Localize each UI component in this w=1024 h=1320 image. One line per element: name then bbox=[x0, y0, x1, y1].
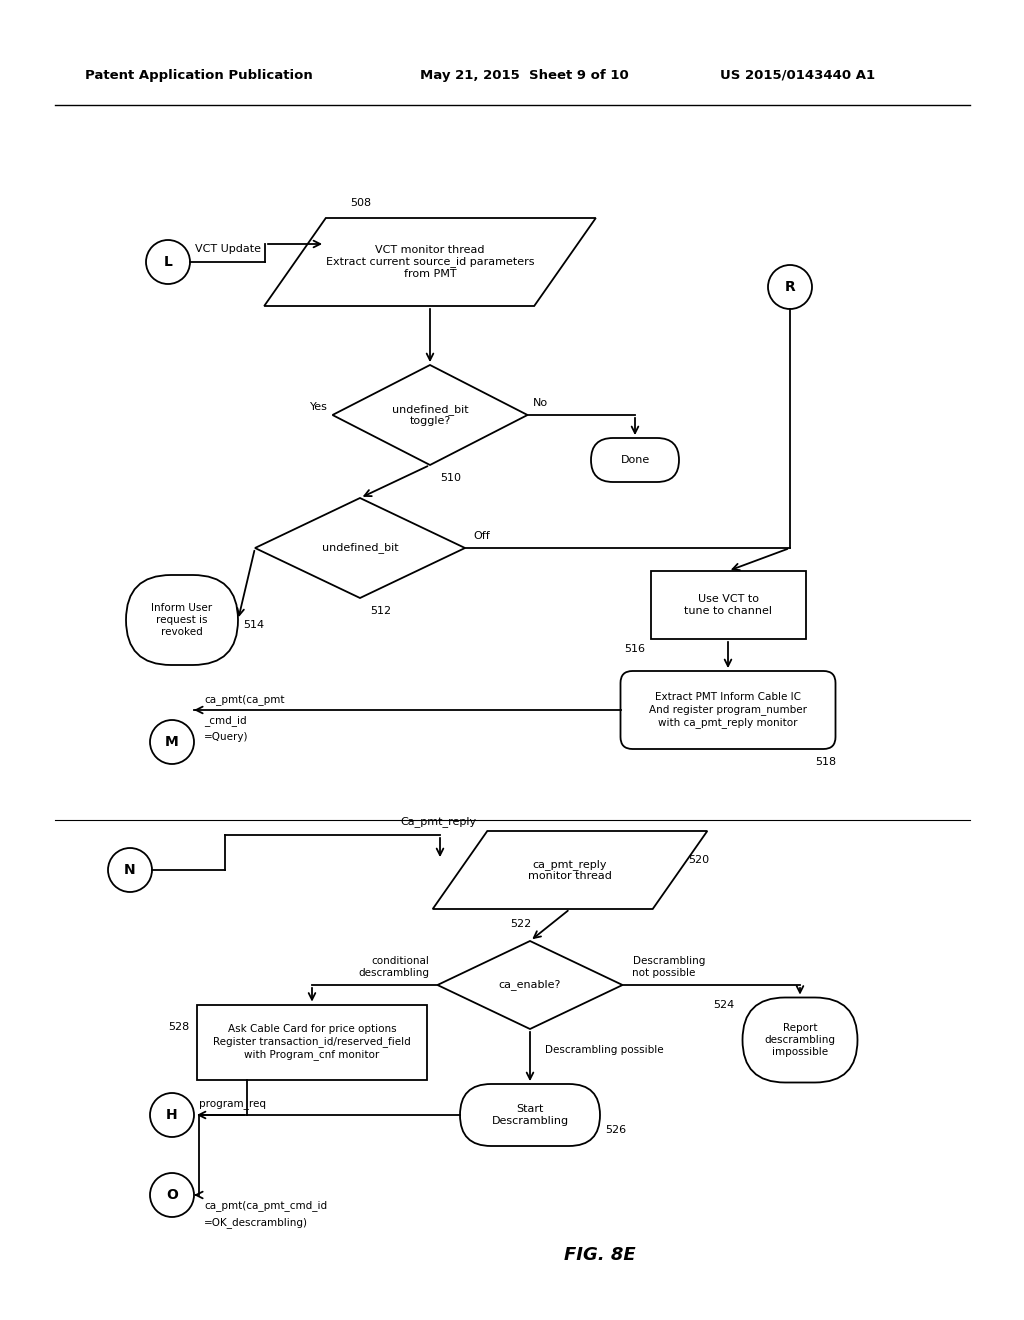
Text: Ca_pmt_reply: Ca_pmt_reply bbox=[400, 816, 476, 828]
Text: M: M bbox=[165, 735, 179, 748]
Text: ca_pmt(ca_pmt_cmd_id: ca_pmt(ca_pmt_cmd_id bbox=[204, 1200, 327, 1210]
Text: N: N bbox=[124, 863, 136, 876]
Text: Yes: Yes bbox=[309, 403, 328, 412]
Text: Start
Descrambling: Start Descrambling bbox=[492, 1105, 568, 1126]
Text: Inform User
request is
revoked: Inform User request is revoked bbox=[152, 603, 213, 636]
Text: 508: 508 bbox=[350, 198, 371, 209]
Text: FIG. 8E: FIG. 8E bbox=[564, 1246, 636, 1265]
Text: Extract PMT Inform Cable IC
And register program_number
with ca_pmt_reply monito: Extract PMT Inform Cable IC And register… bbox=[649, 693, 807, 727]
Text: ca_pmt(ca_pmt: ca_pmt(ca_pmt bbox=[204, 694, 285, 705]
Bar bbox=[650, 572, 806, 639]
Text: No: No bbox=[532, 399, 548, 408]
Text: 510: 510 bbox=[440, 473, 461, 483]
Text: Descrambling possible: Descrambling possible bbox=[545, 1045, 664, 1055]
Bar bbox=[197, 1005, 427, 1080]
Text: Descrambling
not possible: Descrambling not possible bbox=[633, 956, 705, 978]
Text: ca_enable?: ca_enable? bbox=[499, 979, 561, 990]
Text: program_req: program_req bbox=[199, 1100, 266, 1110]
Text: ca_pmt_reply
monitor thread: ca_pmt_reply monitor thread bbox=[528, 859, 612, 882]
Text: 514: 514 bbox=[243, 620, 264, 630]
Text: undefined_bit: undefined_bit bbox=[322, 543, 398, 553]
Text: conditional
descrambling: conditional descrambling bbox=[358, 956, 429, 978]
Text: 516: 516 bbox=[625, 644, 645, 653]
Text: Patent Application Publication: Patent Application Publication bbox=[85, 69, 312, 82]
Text: _cmd_id: _cmd_id bbox=[204, 715, 247, 726]
Text: Done: Done bbox=[621, 455, 649, 465]
Text: O: O bbox=[166, 1188, 178, 1203]
Text: 526: 526 bbox=[605, 1125, 626, 1135]
Text: =OK_descrambling): =OK_descrambling) bbox=[204, 1217, 308, 1228]
Text: undefined_bit
toggle?: undefined_bit toggle? bbox=[392, 404, 468, 426]
Text: 522: 522 bbox=[510, 919, 531, 929]
Text: =Query): =Query) bbox=[204, 733, 249, 742]
Text: R: R bbox=[784, 280, 796, 294]
Text: 524: 524 bbox=[714, 1001, 734, 1010]
Text: VCT Update: VCT Update bbox=[195, 244, 261, 253]
Text: May 21, 2015  Sheet 9 of 10: May 21, 2015 Sheet 9 of 10 bbox=[420, 69, 629, 82]
Text: 518: 518 bbox=[815, 756, 837, 767]
Text: US 2015/0143440 A1: US 2015/0143440 A1 bbox=[720, 69, 876, 82]
Text: Ask Cable Card for price options
Register transaction_id/reserved_field
with Pro: Ask Cable Card for price options Registe… bbox=[213, 1024, 411, 1060]
Text: Off: Off bbox=[473, 531, 489, 541]
Text: Use VCT to
tune to channel: Use VCT to tune to channel bbox=[684, 594, 772, 616]
Text: VCT monitor thread
Extract current source_id parameters
from PMT: VCT monitor thread Extract current sourc… bbox=[326, 246, 535, 279]
Text: H: H bbox=[166, 1107, 178, 1122]
Text: 528: 528 bbox=[168, 1022, 189, 1032]
Text: 520: 520 bbox=[688, 855, 710, 865]
Text: L: L bbox=[164, 255, 172, 269]
Text: Report
descrambling
impossible: Report descrambling impossible bbox=[765, 1023, 836, 1056]
Text: 512: 512 bbox=[370, 606, 391, 616]
